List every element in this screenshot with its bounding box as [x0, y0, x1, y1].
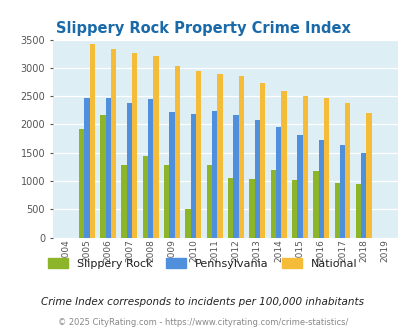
- Bar: [302, 96, 307, 238]
- Bar: [90, 44, 95, 238]
- Bar: [312, 171, 318, 238]
- Bar: [153, 56, 158, 238]
- Bar: [360, 153, 366, 238]
- Bar: [196, 71, 201, 238]
- Bar: [339, 145, 344, 238]
- Bar: [174, 66, 180, 238]
- Text: Crime Index corresponds to incidents per 100,000 inhabitants: Crime Index corresponds to incidents per…: [41, 297, 364, 307]
- Bar: [185, 209, 190, 238]
- Bar: [238, 76, 243, 238]
- Bar: [105, 98, 111, 238]
- Bar: [206, 165, 211, 238]
- Text: Slippery Rock Property Crime Index: Slippery Rock Property Crime Index: [55, 21, 350, 36]
- Bar: [323, 98, 328, 238]
- Bar: [143, 155, 148, 238]
- Bar: [334, 183, 339, 238]
- Bar: [132, 52, 137, 238]
- Bar: [148, 99, 153, 238]
- Bar: [164, 165, 169, 238]
- Bar: [291, 181, 296, 238]
- Bar: [366, 113, 371, 238]
- Bar: [169, 112, 174, 238]
- Bar: [111, 49, 116, 238]
- Bar: [249, 179, 254, 238]
- Bar: [281, 91, 286, 238]
- Bar: [126, 103, 132, 238]
- Text: © 2025 CityRating.com - https://www.cityrating.com/crime-statistics/: © 2025 CityRating.com - https://www.city…: [58, 318, 347, 327]
- Bar: [84, 98, 90, 238]
- Bar: [190, 114, 196, 238]
- Bar: [275, 127, 281, 238]
- Bar: [254, 120, 259, 238]
- Bar: [121, 165, 126, 238]
- Bar: [79, 129, 84, 238]
- Bar: [211, 111, 217, 238]
- Legend: Slippery Rock, Pennsylvania, National: Slippery Rock, Pennsylvania, National: [44, 254, 361, 273]
- Bar: [228, 178, 233, 238]
- Bar: [318, 140, 323, 238]
- Bar: [217, 74, 222, 238]
- Bar: [259, 83, 264, 238]
- Bar: [100, 115, 105, 238]
- Bar: [233, 115, 238, 238]
- Bar: [296, 135, 302, 238]
- Bar: [344, 103, 350, 238]
- Bar: [270, 170, 275, 238]
- Bar: [355, 184, 360, 238]
